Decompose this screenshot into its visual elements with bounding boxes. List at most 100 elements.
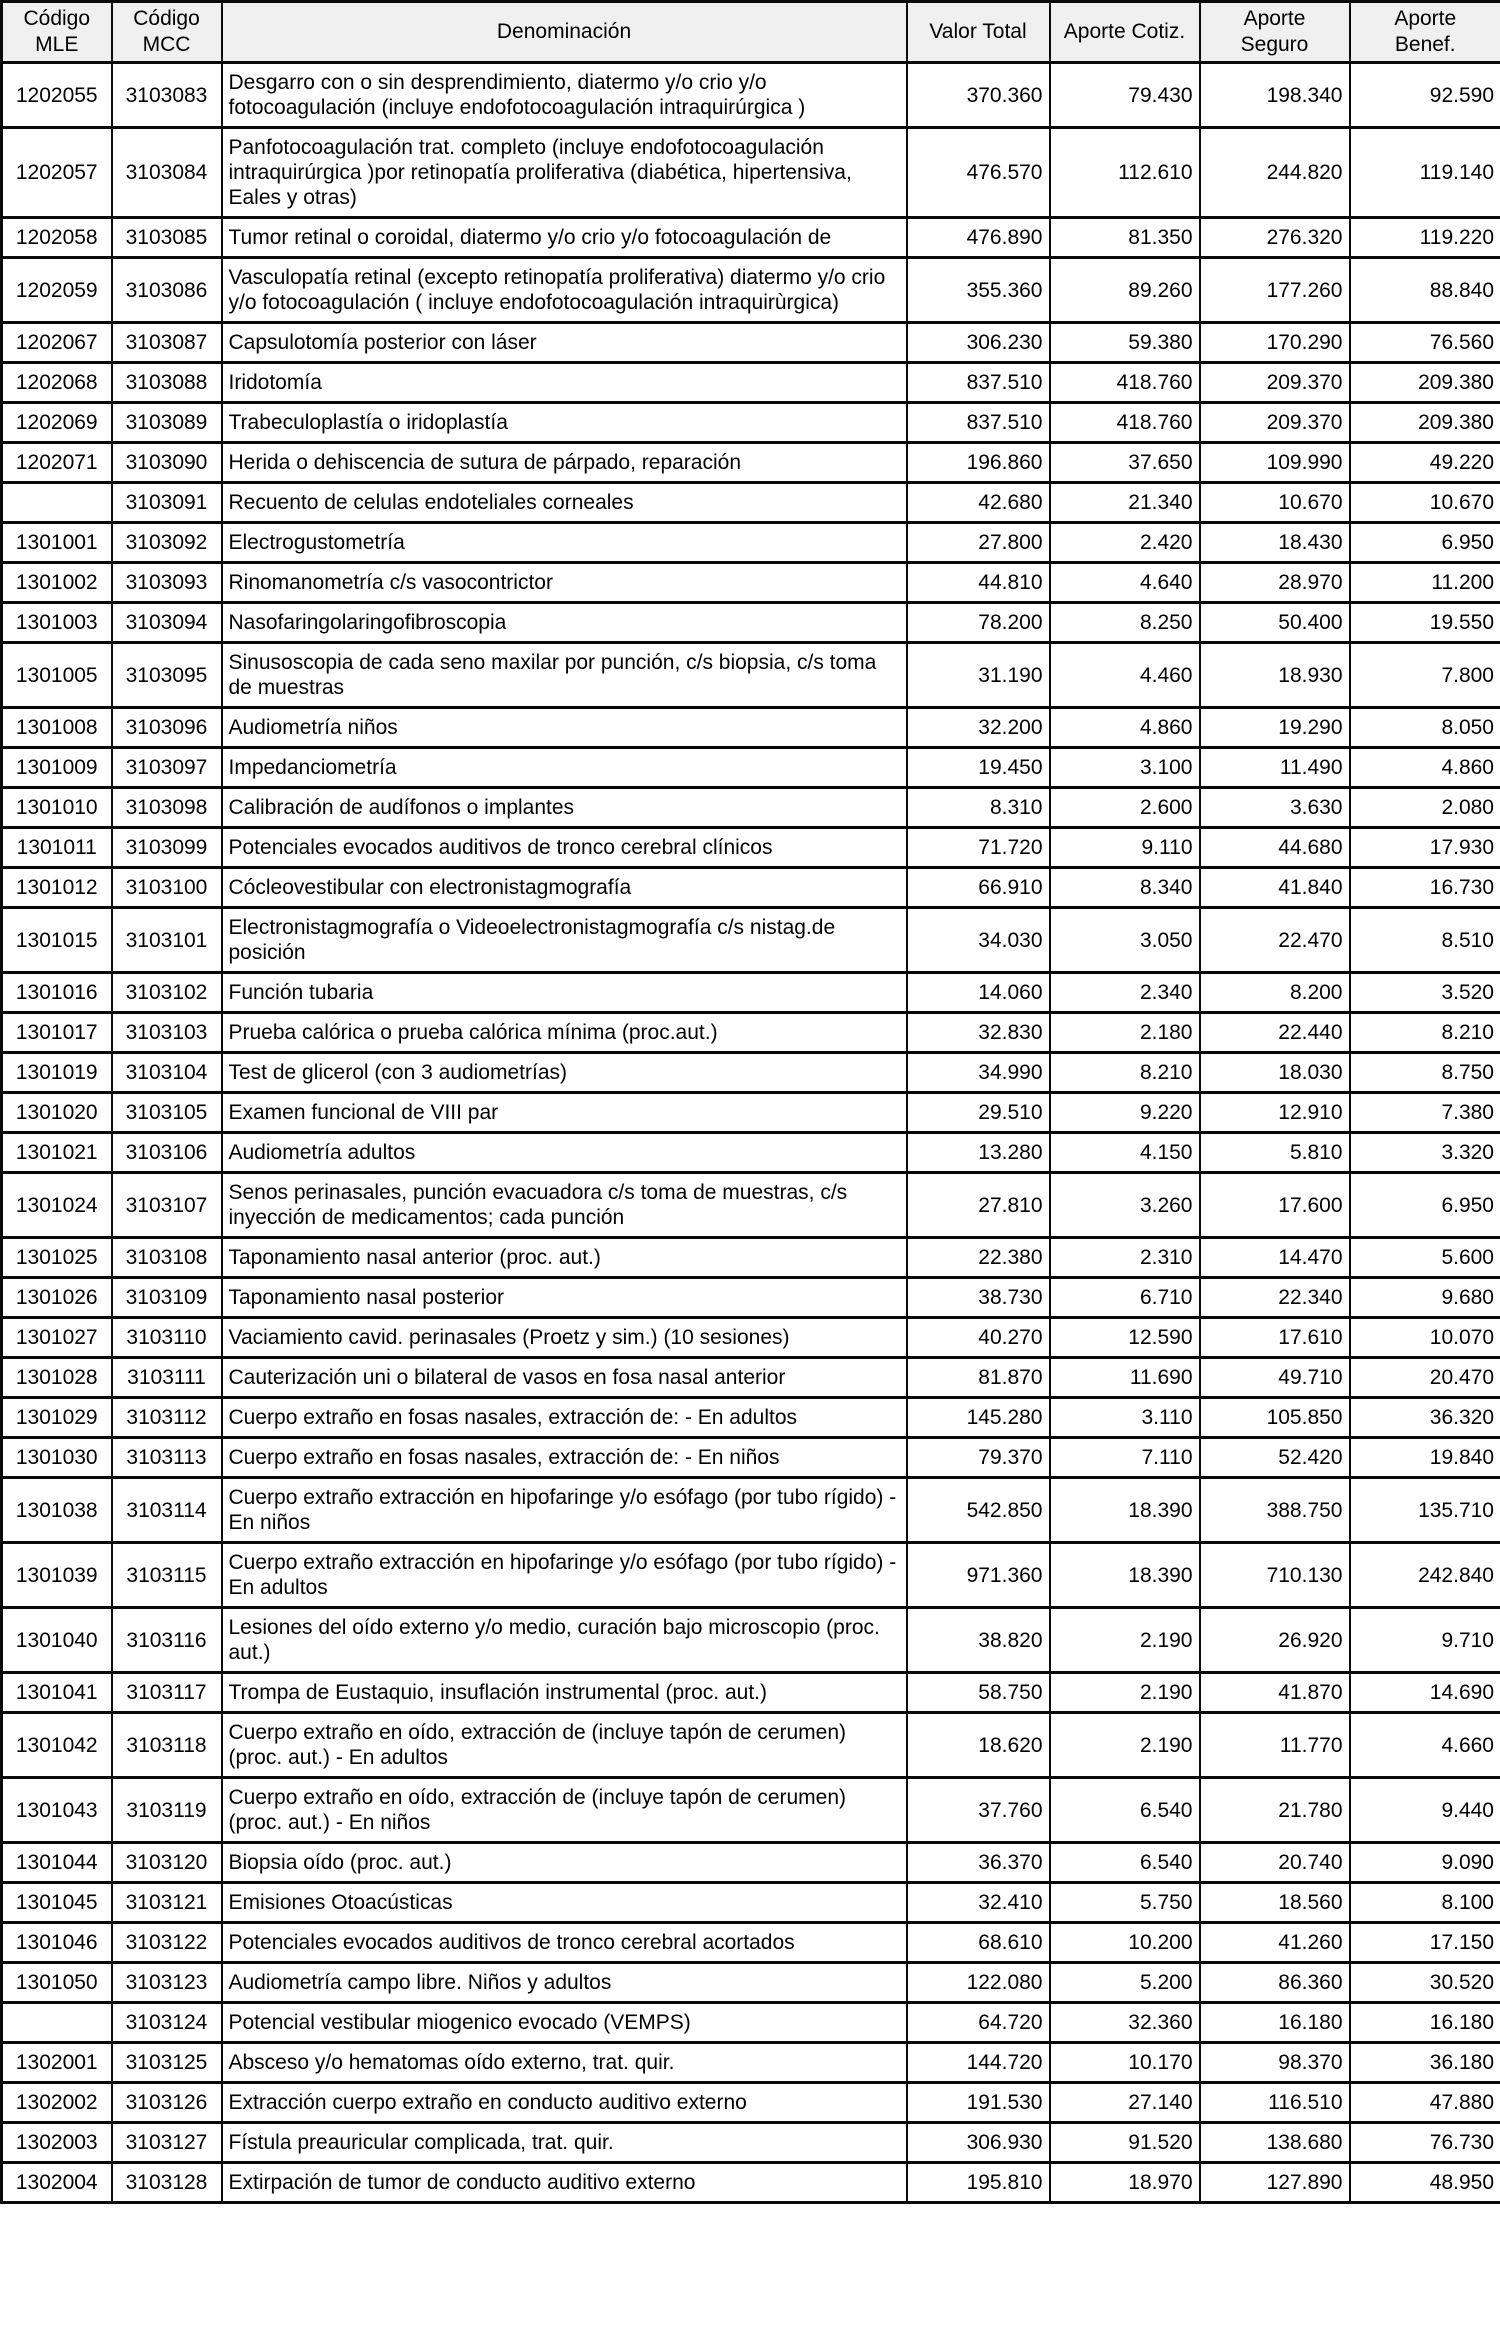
cell-aporte-cotiz: 9.110	[1048, 826, 1201, 869]
cell-codigo-mle: 1301003	[0, 601, 113, 644]
cell-codigo-mcc: 3103117	[110, 1671, 223, 1714]
cell-aporte-benef: 3.520	[1348, 971, 1500, 1014]
cell-aporte-seguro: 138.680	[1198, 2121, 1351, 2164]
cell-denominacion: Desgarro con o sin desprendimiento, diat…	[220, 61, 908, 129]
cell-aporte-benef: 10.070	[1348, 1316, 1500, 1359]
table-row: 1202055 3103083 Desgarro con o sin despren…	[0, 61, 1500, 129]
cell-aporte-benef: 9.710	[1348, 1606, 1500, 1674]
cell-valor-total: 144.720	[905, 2041, 1051, 2084]
cell-valor-total: 476.890	[905, 216, 1051, 259]
table-row: 1301039 3103115 Cuerpo extraño extracción …	[0, 1541, 1500, 1609]
cell-aporte-seguro: 18.030	[1198, 1051, 1351, 1094]
cell-valor-total: 355.360	[905, 256, 1051, 324]
cell-denominacion: Extracción cuerpo extraño en conducto au…	[220, 2081, 908, 2124]
cell-codigo-mcc: 3103086	[110, 256, 223, 324]
cell-aporte-benef: 135.710	[1348, 1476, 1500, 1544]
cell-aporte-benef: 17.150	[1348, 1921, 1500, 1964]
cell-aporte-seguro: 209.370	[1198, 361, 1351, 404]
table-row: 1301044 3103120 Biopsia oído (proc. aut.) 3…	[0, 1841, 1500, 1884]
table-row: 1301016 3103102 Función tubaria 14.060 2.340…	[0, 971, 1500, 1014]
cell-codigo-mle: 1202068	[0, 361, 113, 404]
cell-aporte-seguro: 26.920	[1198, 1606, 1351, 1674]
cell-codigo-mcc: 3103098	[110, 786, 223, 829]
cell-denominacion: Absceso y/o hematomas oído externo, trat…	[220, 2041, 908, 2084]
cell-aporte-benef: 119.220	[1348, 216, 1500, 259]
cell-codigo-mcc: 3103088	[110, 361, 223, 404]
cell-codigo-mcc: 3103122	[110, 1921, 223, 1964]
cell-codigo-mcc: 3103110	[110, 1316, 223, 1359]
cell-aporte-seguro: 16.180	[1198, 2001, 1351, 2044]
cell-aporte-seguro: 127.890	[1198, 2161, 1351, 2204]
cell-aporte-benef: 9.090	[1348, 1841, 1500, 1884]
cell-codigo-mle: 1301005	[0, 641, 113, 709]
cell-codigo-mcc: 3103099	[110, 826, 223, 869]
column-header-line: Seguro	[1240, 33, 1309, 56]
cell-valor-total: 58.750	[905, 1671, 1051, 1714]
cell-valor-total: 78.200	[905, 601, 1051, 644]
cell-aporte-seguro: 198.340	[1198, 61, 1351, 129]
cell-denominacion: Cuerpo extraño extracción en hipofaringe…	[220, 1476, 908, 1544]
cell-aporte-benef: 8.750	[1348, 1051, 1500, 1094]
cell-denominacion: Tumor retinal o coroidal, diatermo y/o c…	[220, 216, 908, 259]
cell-aporte-benef: 8.510	[1348, 906, 1500, 974]
cell-codigo-mcc: 3103112	[110, 1396, 223, 1439]
cell-denominacion: Panfotocoagulación trat. completo (inclu…	[220, 126, 908, 219]
cell-denominacion: Fístula preauricular complicada, trat. q…	[220, 2121, 908, 2164]
table-row: 1301030 3103113 Cuerpo extraño en fosas na…	[0, 1436, 1500, 1479]
cell-codigo-mcc: 3103109	[110, 1276, 223, 1319]
cell-valor-total: 13.280	[905, 1131, 1051, 1174]
cell-aporte-seguro: 14.470	[1198, 1236, 1351, 1279]
cell-aporte-benef: 48.950	[1348, 2161, 1500, 2204]
cell-aporte-benef: 242.840	[1348, 1541, 1500, 1609]
cell-aporte-cotiz: 12.590	[1048, 1316, 1201, 1359]
cell-aporte-seguro: 710.130	[1198, 1541, 1351, 1609]
cell-aporte-cotiz: 18.390	[1048, 1476, 1201, 1544]
cell-valor-total: 37.760	[905, 1776, 1051, 1844]
cell-codigo-mle: 1202058	[0, 216, 113, 259]
cell-aporte-cotiz: 10.170	[1048, 2041, 1201, 2084]
cell-aporte-cotiz: 6.540	[1048, 1776, 1201, 1844]
cell-aporte-cotiz: 5.200	[1048, 1961, 1201, 2004]
cell-aporte-cotiz: 2.180	[1048, 1011, 1201, 1054]
cell-codigo-mcc: 3103094	[110, 601, 223, 644]
cell-aporte-seguro: 52.420	[1198, 1436, 1351, 1479]
cell-aporte-benef: 19.840	[1348, 1436, 1500, 1479]
cell-denominacion: Herida o dehiscencia de sutura de párpad…	[220, 441, 908, 484]
cell-denominacion: Trabeculoplastía o iridoplastía	[220, 401, 908, 444]
cell-codigo-mcc: 3103126	[110, 2081, 223, 2124]
cell-codigo-mle: 1301045	[0, 1881, 113, 1924]
cell-aporte-cotiz: 9.220	[1048, 1091, 1201, 1134]
cell-aporte-benef: 11.200	[1348, 561, 1500, 604]
cell-denominacion: Lesiones del oído externo y/o medio, cur…	[220, 1606, 908, 1674]
cell-denominacion: Potencial vestibular miogenico evocado (…	[220, 2001, 908, 2044]
table-row: 1202071 3103090 Herida o dehiscencia de su…	[0, 441, 1500, 484]
cell-codigo-mle: 1302002	[0, 2081, 113, 2124]
cell-denominacion: Vaciamiento cavid. perinasales (Proetz y…	[220, 1316, 908, 1359]
cell-denominacion: Recuento de celulas endoteliales corneal…	[220, 481, 908, 524]
cell-codigo-mle: 1302004	[0, 2161, 113, 2204]
table-header: Código MLE Código MCC Denominación Valor Tota…	[0, 0, 1500, 64]
cell-denominacion: Electronistagmografía o Videoelectronist…	[220, 906, 908, 974]
cell-aporte-cotiz: 4.640	[1048, 561, 1201, 604]
table-row: 1301017 3103103 Prueba calórica o prueba c…	[0, 1011, 1500, 1054]
cell-codigo-mcc: 3103104	[110, 1051, 223, 1094]
cell-denominacion: Función tubaria	[220, 971, 908, 1014]
table-row: 1301008 3103096 Audiometría niños 32.200 4.8…	[0, 706, 1500, 749]
cell-valor-total: 18.620	[905, 1711, 1051, 1779]
cell-denominacion: Potenciales evocados auditivos de tronco…	[220, 1921, 908, 1964]
cell-codigo-mle: 1301016	[0, 971, 113, 1014]
cell-codigo-mcc: 3103083	[110, 61, 223, 129]
cell-codigo-mcc: 3103101	[110, 906, 223, 974]
cell-codigo-mcc: 3103090	[110, 441, 223, 484]
cell-denominacion: Vasculopatía retinal (excepto retinopatí…	[220, 256, 908, 324]
cell-valor-total: 32.830	[905, 1011, 1051, 1054]
cell-denominacion: Electrogustometría	[220, 521, 908, 564]
cell-valor-total: 38.730	[905, 1276, 1051, 1319]
cell-aporte-cotiz: 5.750	[1048, 1881, 1201, 1924]
cell-aporte-cotiz: 3.260	[1048, 1171, 1201, 1239]
cell-aporte-cotiz: 89.260	[1048, 256, 1201, 324]
cell-codigo-mle: 1301002	[0, 561, 113, 604]
cell-codigo-mle: 1301025	[0, 1236, 113, 1279]
cell-codigo-mle: 1301020	[0, 1091, 113, 1134]
cell-codigo-mle: 1202067	[0, 321, 113, 364]
